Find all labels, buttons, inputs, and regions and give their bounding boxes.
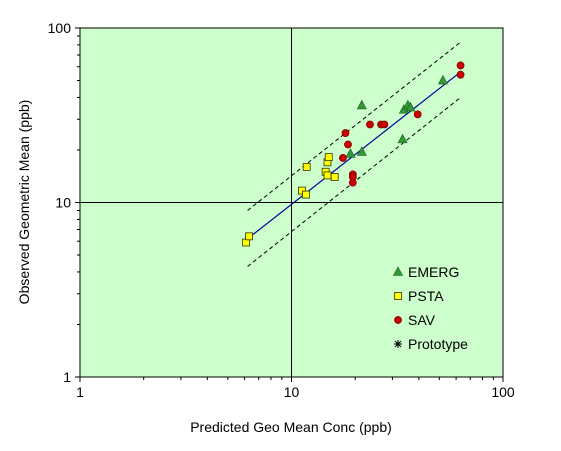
emerg-point — [356, 99, 367, 110]
legend-psta-marker — [394, 292, 402, 300]
psta-point — [330, 173, 339, 181]
emerg-point — [345, 148, 356, 158]
sav-point — [456, 61, 465, 70]
x-tick-label: 100 — [491, 384, 515, 400]
psta-point — [302, 190, 310, 199]
legend-emerg-label: EMERG — [408, 264, 459, 280]
emerg-point — [405, 101, 416, 112]
emerg-point — [397, 133, 408, 144]
legend-prototype-label: Prototype — [408, 336, 468, 352]
legend-psta-label: PSTA — [408, 288, 444, 304]
emerg-point — [437, 74, 448, 85]
data-points — [242, 61, 465, 247]
x-axis-title: Predicted Geo Mean Conc (ppb) — [190, 419, 392, 435]
psta-point — [245, 232, 253, 241]
psta-point — [323, 171, 332, 180]
sav-point — [339, 154, 347, 162]
sav-point — [413, 110, 422, 119]
y-tick-label: 10 — [55, 195, 71, 211]
x-tick-label: 1 — [76, 384, 84, 400]
sav-point — [380, 120, 389, 129]
legend-sav-label: SAV — [408, 312, 436, 328]
legend: EMERG PSTA SAV Prototype — [393, 264, 468, 352]
y-tick-label: 1 — [63, 369, 71, 385]
sav-point — [456, 70, 465, 79]
sav-point — [344, 140, 352, 149]
psta-point — [302, 162, 311, 171]
y-axis-title: Observed Geometric Mean (ppb) — [16, 100, 32, 305]
reference-lines — [80, 28, 503, 377]
sav-point — [348, 178, 357, 187]
y-tick-label: 100 — [48, 20, 72, 36]
x-tick-label: 10 — [284, 384, 300, 400]
legend-prototype-marker — [394, 340, 402, 348]
upper-band-line — [247, 41, 461, 211]
psta-point — [298, 186, 306, 195]
psta-point — [324, 153, 333, 162]
legend-sav-marker — [394, 316, 402, 324]
legend-emerg-marker — [393, 266, 403, 276]
axis-ticks: 1 10 100 1 10 100 — [48, 20, 515, 400]
emerg-point — [356, 146, 367, 156]
sav-point — [366, 120, 374, 129]
sav-point — [341, 129, 350, 137]
